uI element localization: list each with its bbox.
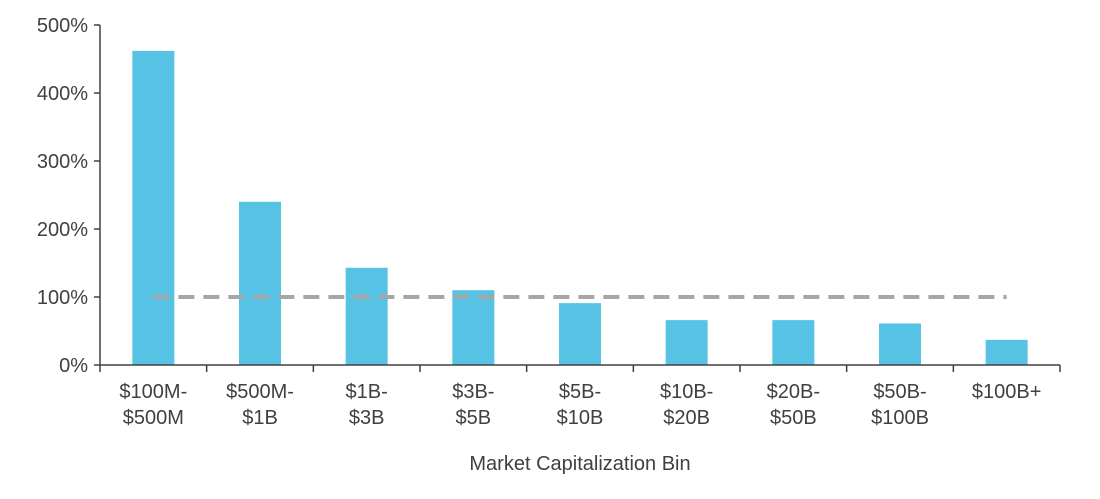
y-tick-label: 0% (59, 355, 88, 377)
x-tick-label: $500M-$1B (226, 381, 294, 429)
x-tick-label: $5B-$10B (557, 381, 604, 429)
bars-group (132, 50, 1028, 366)
bar (665, 320, 708, 365)
bar (452, 290, 495, 365)
bar (132, 50, 175, 366)
bar (772, 320, 815, 365)
y-axis: 0% 100% 200% 300% 400% 500% (37, 15, 101, 377)
y-tick-label: 400% (37, 83, 88, 105)
bar (559, 303, 601, 365)
y-tick-label: 300% (37, 151, 88, 173)
y-tick-label: 500% (37, 15, 88, 37)
x-axis: $100M-$500M $500M-$1B $1B-$3B $3B-$5B $5B-$1… (99, 364, 1061, 429)
bar (345, 267, 388, 365)
x-tick-label: $10B-$20B (660, 381, 713, 429)
x-tick-label: $1B-$3B (346, 381, 388, 429)
x-tick-label: $3B-$5B (452, 381, 494, 429)
x-tick-label: $100B+ (972, 381, 1042, 403)
x-tick-label: $100M-$500M (119, 381, 187, 429)
x-tick-label: $50B-$100B (871, 381, 929, 429)
y-tick-label: 100% (37, 287, 88, 309)
y-tick-label: 200% (37, 219, 88, 241)
bar (879, 323, 921, 365)
bar (985, 339, 1028, 365)
x-tick-label: $20B-$50B (767, 381, 820, 429)
x-axis-title: Market Capitalization Bin (469, 453, 690, 475)
bar (239, 201, 281, 365)
